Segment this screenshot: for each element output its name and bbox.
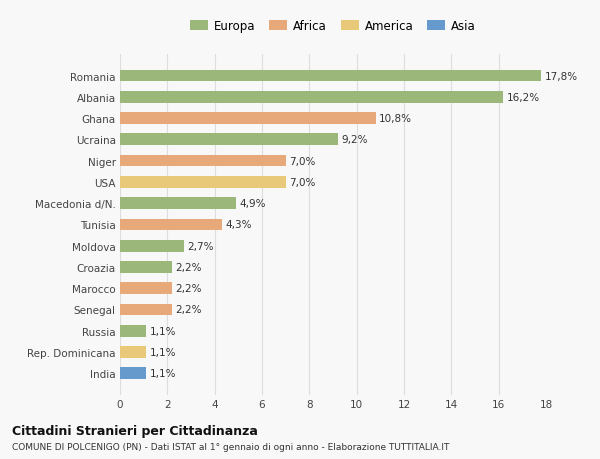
Text: 17,8%: 17,8%: [545, 71, 578, 81]
Bar: [120, 283, 172, 294]
Text: 1,1%: 1,1%: [149, 347, 176, 357]
Bar: [120, 325, 146, 337]
Text: 2,2%: 2,2%: [176, 284, 202, 294]
Text: Cittadini Stranieri per Cittadinanza: Cittadini Stranieri per Cittadinanza: [12, 425, 258, 437]
Bar: [120, 241, 184, 252]
Bar: [120, 92, 503, 103]
Bar: [120, 262, 172, 273]
Text: 16,2%: 16,2%: [507, 93, 540, 102]
Text: 10,8%: 10,8%: [379, 114, 412, 124]
Bar: [120, 156, 286, 167]
Bar: [120, 347, 146, 358]
Text: 2,7%: 2,7%: [187, 241, 214, 251]
Bar: [120, 177, 286, 188]
Text: 4,9%: 4,9%: [239, 199, 266, 209]
Text: 7,0%: 7,0%: [289, 178, 316, 187]
Text: 1,1%: 1,1%: [149, 326, 176, 336]
Text: 2,2%: 2,2%: [176, 305, 202, 315]
Bar: [120, 113, 376, 125]
Bar: [120, 71, 541, 82]
Bar: [120, 368, 146, 379]
Bar: [120, 198, 236, 209]
Legend: Europa, Africa, America, Asia: Europa, Africa, America, Asia: [190, 20, 476, 33]
Text: 1,1%: 1,1%: [149, 369, 176, 379]
Text: 4,3%: 4,3%: [226, 220, 252, 230]
Text: COMUNE DI POLCENIGO (PN) - Dati ISTAT al 1° gennaio di ogni anno - Elaborazione : COMUNE DI POLCENIGO (PN) - Dati ISTAT al…: [12, 442, 449, 451]
Text: 7,0%: 7,0%: [289, 156, 316, 166]
Bar: [120, 134, 338, 146]
Bar: [120, 219, 222, 231]
Bar: [120, 304, 172, 316]
Text: 9,2%: 9,2%: [341, 135, 368, 145]
Text: 2,2%: 2,2%: [176, 263, 202, 272]
